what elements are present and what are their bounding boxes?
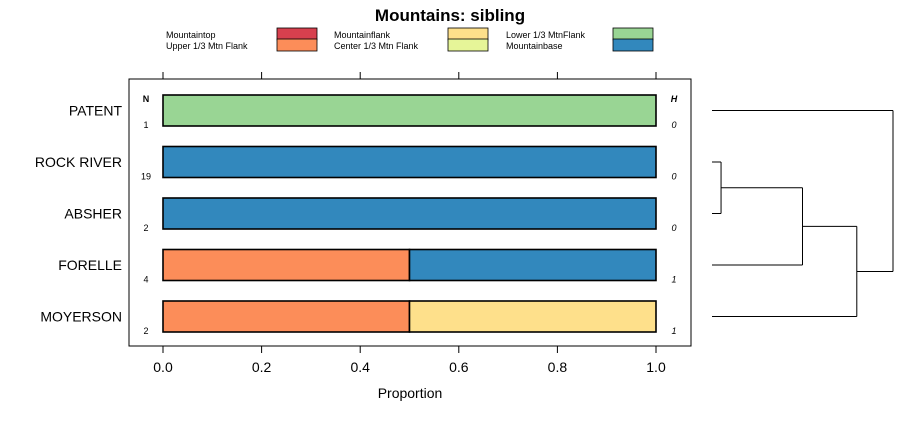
legend-label-mountainbase: Mountainbase: [506, 41, 563, 51]
bar-segment-absher-mountainbase: [162, 197, 657, 230]
h-column-header: H: [671, 94, 678, 104]
legend-swatch-mountaintop: [276, 27, 318, 41]
h-value-moyerson: 1: [671, 326, 676, 336]
plot-frame: [128, 78, 692, 347]
legend-label-mountaintop: Mountaintop: [166, 30, 216, 40]
bar-segment-forelle-mountainbase: [408, 248, 657, 282]
legend-swatch-mountainbase: [612, 38, 654, 52]
bar-segment-moyerson-mountainflank: [408, 300, 657, 333]
row-label-absher: ABSHER: [64, 206, 122, 222]
dendrogram: [712, 110, 894, 317]
row-label-forelle: FORELLE: [58, 257, 122, 273]
legend-label-lower-1-3-mtnflank: Lower 1/3 MtnFlank: [506, 30, 586, 40]
legend-label-mountainflank: Mountainflank: [334, 30, 391, 40]
x-tick-label-0-6: 0.6: [449, 359, 469, 375]
legend-swatch-lower-1-3-mtnflank: [612, 27, 654, 41]
n-column-header: N: [143, 94, 150, 104]
bar-segment-patent-lower-1-3-mtnflank: [162, 94, 657, 127]
x-tick-label-0-4: 0.4: [350, 359, 370, 375]
legend-label-upper-1-3-mtn-flank: Upper 1/3 Mtn Flank: [166, 41, 248, 51]
n-value-absher: 2: [143, 223, 148, 233]
chart-title: Mountains: sibling: [375, 6, 525, 25]
h-value-patent: 0: [671, 120, 676, 130]
row-label-moyerson: MOYERSON: [40, 309, 122, 325]
bar-segment-rock-river-mountainbase: [162, 145, 657, 179]
h-value-rock-river: 0: [671, 172, 676, 182]
bar-rows: PATENT 1 0 ROCK RIVER 19 0 ABSHER 2 0 FORELLE 4 1 MO…: [35, 94, 677, 336]
x-axis: 0.0 0.2 0.4 0.6 0.8 1.0: [153, 72, 666, 375]
row-label-rock-river: ROCK RIVER: [35, 154, 122, 170]
bar-segment-forelle-upper-1-3-mtn-flank: [162, 248, 411, 282]
h-value-absher: 0: [671, 223, 676, 233]
n-value-forelle: 4: [143, 275, 148, 285]
legend-label-center-1-3-mtn-flank: Center 1/3 Mtn Flank: [334, 41, 419, 51]
x-tick-label-0-2: 0.2: [252, 359, 272, 375]
n-value-patent: 1: [143, 120, 148, 130]
x-tick-label-0-8: 0.8: [548, 359, 568, 375]
x-axis-label: Proportion: [378, 385, 443, 401]
bar-segment-moyerson-upper-1-3-mtn-flank: [162, 300, 411, 333]
legend-swatch-mountainflank: [447, 27, 489, 41]
x-tick-label-1-0: 1.0: [646, 359, 666, 375]
legend-swatch-upper-1-3-mtn-flank: [276, 38, 318, 52]
n-value-rock-river: 19: [141, 172, 151, 182]
n-value-moyerson: 2: [143, 326, 148, 336]
legend-swatch-center-1-3-mtn-flank: [447, 38, 489, 52]
x-tick-label-0-0: 0.0: [153, 359, 173, 375]
row-label-patent: PATENT: [69, 103, 123, 119]
h-value-forelle: 1: [671, 275, 676, 285]
